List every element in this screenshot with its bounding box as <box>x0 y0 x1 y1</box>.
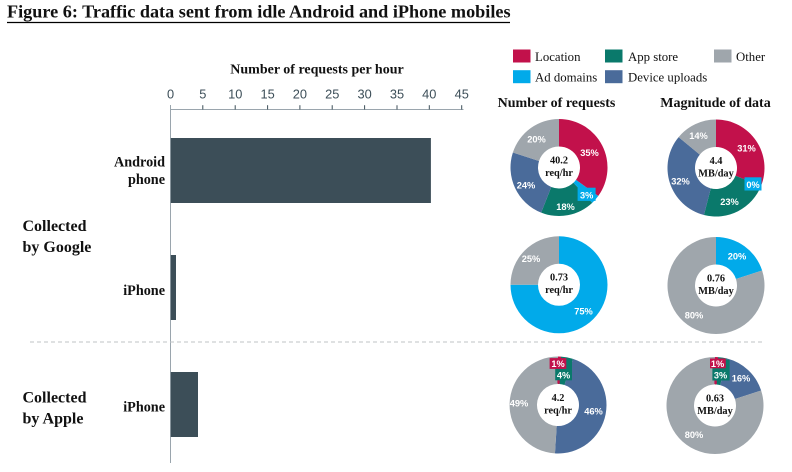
svg-text:MB/day: MB/day <box>698 168 734 179</box>
svg-text:20%: 20% <box>728 251 747 261</box>
svg-text:req/hr: req/hr <box>544 405 572 416</box>
svg-text:Location: Location <box>535 50 581 64</box>
svg-text:by Google: by Google <box>23 239 92 256</box>
svg-text:Ad domains: Ad domains <box>535 71 597 85</box>
svg-text:iPhone: iPhone <box>123 283 165 299</box>
svg-text:40.2: 40.2 <box>550 155 568 166</box>
svg-text:Android: Android <box>114 155 165 171</box>
svg-text:iPhone: iPhone <box>123 400 165 416</box>
svg-text:0.63: 0.63 <box>706 393 724 404</box>
svg-text:25%: 25% <box>522 254 541 264</box>
svg-text:0%: 0% <box>746 180 759 190</box>
svg-text:Collected: Collected <box>23 390 87 407</box>
svg-text:MB/day: MB/day <box>697 406 733 417</box>
svg-text:5: 5 <box>199 87 206 102</box>
svg-text:10: 10 <box>228 87 242 102</box>
svg-text:Number of requests per hour: Number of requests per hour <box>230 63 403 78</box>
svg-text:req/hr: req/hr <box>545 285 573 296</box>
svg-text:phone: phone <box>128 172 165 188</box>
svg-text:35: 35 <box>390 87 404 102</box>
svg-text:Figure 6: Traffic data sent fr: Figure 6: Traffic data sent from idle An… <box>7 2 511 22</box>
svg-text:80%: 80% <box>685 311 704 321</box>
svg-text:4.4: 4.4 <box>710 156 723 167</box>
svg-text:45: 45 <box>455 87 469 102</box>
svg-text:4.2: 4.2 <box>552 393 565 404</box>
svg-text:14%: 14% <box>689 131 708 141</box>
svg-text:MB/day: MB/day <box>698 286 734 297</box>
svg-text:35%: 35% <box>580 148 599 158</box>
svg-text:1%: 1% <box>711 359 724 369</box>
svg-text:by Apple: by Apple <box>23 411 84 428</box>
svg-text:20%: 20% <box>527 135 546 145</box>
svg-text:80%: 80% <box>685 430 704 440</box>
svg-text:75%: 75% <box>574 307 593 317</box>
svg-text:Number of requests: Number of requests <box>498 96 616 111</box>
svg-text:20: 20 <box>293 87 307 102</box>
svg-text:4%: 4% <box>557 371 570 381</box>
svg-text:0.76: 0.76 <box>707 273 725 284</box>
svg-text:Magnitude of data: Magnitude of data <box>660 96 770 111</box>
svg-text:Collected: Collected <box>23 218 87 235</box>
svg-text:32%: 32% <box>671 176 690 186</box>
svg-text:49%: 49% <box>510 398 529 408</box>
svg-text:3%: 3% <box>714 371 727 381</box>
svg-text:16%: 16% <box>732 373 751 383</box>
svg-text:18%: 18% <box>556 202 575 212</box>
svg-text:25: 25 <box>325 87 339 102</box>
svg-text:30: 30 <box>357 87 371 102</box>
svg-text:40: 40 <box>422 87 436 102</box>
svg-text:Other: Other <box>736 50 766 64</box>
svg-text:0: 0 <box>167 87 174 102</box>
svg-text:Device uploads: Device uploads <box>628 71 707 85</box>
svg-text:0.73: 0.73 <box>550 273 568 284</box>
svg-text:1%: 1% <box>551 359 564 369</box>
svg-text:req/hr: req/hr <box>545 168 573 179</box>
svg-text:24%: 24% <box>517 180 536 190</box>
svg-text:46%: 46% <box>584 407 603 417</box>
svg-text:31%: 31% <box>737 143 756 153</box>
svg-text:15: 15 <box>260 87 274 102</box>
svg-text:23%: 23% <box>720 197 739 207</box>
svg-text:App store: App store <box>628 50 678 64</box>
svg-text:3%: 3% <box>580 190 593 200</box>
